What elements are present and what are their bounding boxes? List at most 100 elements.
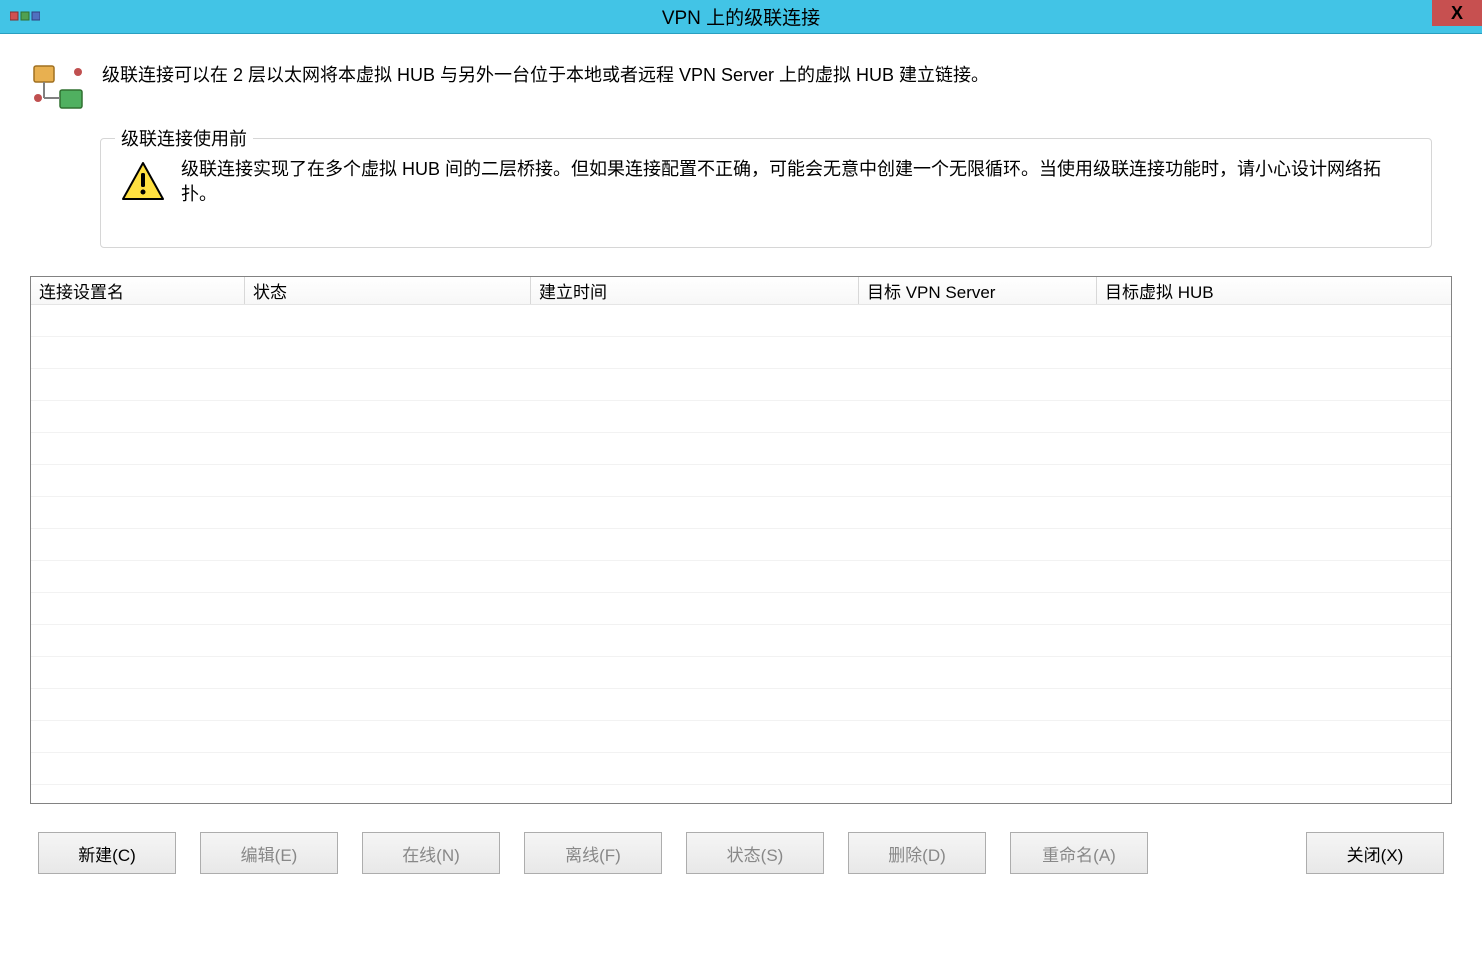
description-text: 级联连接可以在 2 层以太网将本虚拟 HUB 与另外一台位于本地或者远程 VPN… xyxy=(102,62,989,87)
table-cell xyxy=(245,689,531,720)
table-cell xyxy=(531,305,859,336)
table-cell xyxy=(31,689,245,720)
table-cell xyxy=(1097,465,1451,496)
table-row[interactable] xyxy=(31,337,1451,369)
column-header-target-server[interactable]: 目标 VPN Server xyxy=(859,277,1097,304)
table-cell xyxy=(531,497,859,528)
table-cell xyxy=(1097,369,1451,400)
edit-button[interactable]: 编辑(E) xyxy=(200,832,338,874)
table-row[interactable] xyxy=(31,689,1451,721)
table-cell xyxy=(1097,625,1451,656)
table-row[interactable] xyxy=(31,401,1451,433)
table-cell xyxy=(31,753,245,784)
column-header-status[interactable]: 状态 xyxy=(245,277,531,304)
table-cell xyxy=(31,337,245,368)
table-cell xyxy=(1097,497,1451,528)
table-row[interactable] xyxy=(31,753,1451,785)
table-cell xyxy=(1097,657,1451,688)
table-row[interactable] xyxy=(31,433,1451,465)
table-cell xyxy=(245,337,531,368)
table-cell xyxy=(1097,561,1451,592)
table-row[interactable] xyxy=(31,593,1451,625)
rename-button[interactable]: 重命名(A) xyxy=(1010,832,1148,874)
table-row[interactable] xyxy=(31,465,1451,497)
table-cell xyxy=(1097,593,1451,624)
table-cell xyxy=(245,753,531,784)
table-cell xyxy=(31,305,245,336)
table-cell xyxy=(531,433,859,464)
table-cell xyxy=(31,529,245,560)
table-cell xyxy=(31,721,245,752)
table-row[interactable] xyxy=(31,561,1451,593)
table-cell xyxy=(1097,753,1451,784)
description-row: 级联连接可以在 2 层以太网将本虚拟 HUB 与另外一台位于本地或者远程 VPN… xyxy=(30,62,1452,114)
table-cell xyxy=(245,305,531,336)
table-row[interactable] xyxy=(31,529,1451,561)
table-row[interactable] xyxy=(31,721,1451,753)
table-cell xyxy=(859,305,1097,336)
table-cell xyxy=(245,369,531,400)
table-cell xyxy=(531,689,859,720)
app-icon xyxy=(10,8,40,24)
table-row[interactable] xyxy=(31,305,1451,337)
warning-icon xyxy=(121,161,165,201)
table-row[interactable] xyxy=(31,625,1451,657)
content-area: 级联连接可以在 2 层以太网将本虚拟 HUB 与另外一台位于本地或者远程 VPN… xyxy=(0,34,1482,894)
cascade-icon xyxy=(30,62,86,114)
table-cell xyxy=(31,561,245,592)
table-cell xyxy=(31,593,245,624)
table-row[interactable] xyxy=(31,497,1451,529)
table-cell xyxy=(531,465,859,496)
table-cell xyxy=(859,625,1097,656)
table-cell xyxy=(1097,401,1451,432)
close-button[interactable]: 关闭(X) xyxy=(1306,832,1444,874)
cascade-table[interactable]: 连接设置名 状态 建立时间 目标 VPN Server 目标虚拟 HUB xyxy=(30,276,1452,804)
warning-text: 级联连接实现了在多个虚拟 HUB 间的二层桥接。但如果连接配置不正确，可能会无意… xyxy=(181,157,1411,207)
table-cell xyxy=(1097,721,1451,752)
title-bar: VPN 上的级联连接 X xyxy=(0,0,1482,34)
table-cell xyxy=(859,593,1097,624)
table-cell xyxy=(245,721,531,752)
table-cell xyxy=(245,657,531,688)
delete-button[interactable]: 删除(D) xyxy=(848,832,986,874)
online-button[interactable]: 在线(N) xyxy=(362,832,500,874)
table-cell xyxy=(245,497,531,528)
warning-groupbox: 级联连接使用前 级联连接实现了在多个虚拟 HUB 间的二层桥接。但如果连接配置不… xyxy=(100,138,1432,248)
warning-row: 级联连接实现了在多个虚拟 HUB 间的二层桥接。但如果连接配置不正确，可能会无意… xyxy=(121,157,1411,207)
table-cell xyxy=(531,401,859,432)
table-cell xyxy=(531,529,859,560)
table-cell xyxy=(859,369,1097,400)
column-header-time[interactable]: 建立时间 xyxy=(531,277,859,304)
status-button[interactable]: 状态(S) xyxy=(686,832,824,874)
table-cell xyxy=(245,433,531,464)
table-cell xyxy=(1097,337,1451,368)
new-button[interactable]: 新建(C) xyxy=(38,832,176,874)
column-header-target-hub[interactable]: 目标虚拟 HUB xyxy=(1097,277,1451,304)
close-window-button[interactable]: X xyxy=(1432,0,1482,26)
table-cell xyxy=(245,465,531,496)
button-spacer xyxy=(1172,832,1282,874)
table-cell xyxy=(31,657,245,688)
table-cell xyxy=(31,625,245,656)
table-cell xyxy=(859,401,1097,432)
column-header-name[interactable]: 连接设置名 xyxy=(31,277,245,304)
table-row[interactable] xyxy=(31,369,1451,401)
table-cell xyxy=(245,401,531,432)
table-cell xyxy=(245,529,531,560)
table-cell xyxy=(531,625,859,656)
table-cell xyxy=(531,721,859,752)
close-icon: X xyxy=(1451,3,1463,24)
groupbox-title: 级联连接使用前 xyxy=(115,125,253,151)
table-cell xyxy=(31,369,245,400)
table-cell xyxy=(245,625,531,656)
table-cell xyxy=(531,369,859,400)
table-cell xyxy=(1097,305,1451,336)
table-cell xyxy=(859,497,1097,528)
table-body xyxy=(31,305,1451,803)
table-cell xyxy=(1097,689,1451,720)
table-cell xyxy=(531,657,859,688)
offline-button[interactable]: 离线(F) xyxy=(524,832,662,874)
table-cell xyxy=(1097,433,1451,464)
table-row[interactable] xyxy=(31,657,1451,689)
table-header: 连接设置名 状态 建立时间 目标 VPN Server 目标虚拟 HUB xyxy=(31,277,1451,305)
